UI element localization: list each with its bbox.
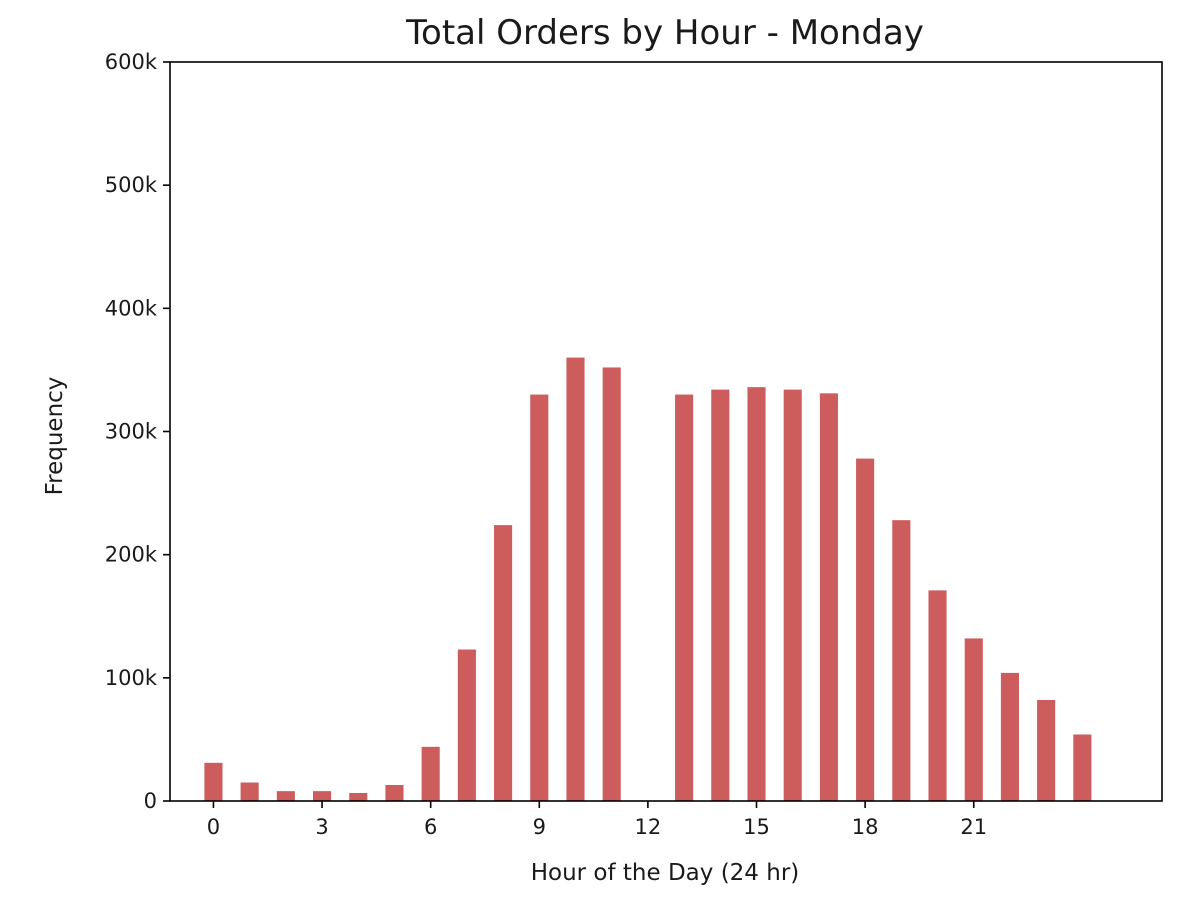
bar-4 [349, 792, 368, 801]
x-tick-label: 18 [852, 815, 879, 839]
y-axis: 0 100k 200k 300k 400k 500k 600k [105, 50, 170, 813]
bar-6 [421, 746, 440, 801]
bar-7 [457, 649, 476, 801]
bar-14 [711, 389, 730, 801]
y-axis-label: Frequency [42, 377, 68, 496]
x-tick-label: 0 [207, 815, 220, 839]
y-tick-label: 200k [105, 543, 158, 567]
bar-16 [783, 389, 802, 801]
bars [204, 357, 1092, 801]
y-tick-label: 500k [105, 173, 158, 197]
y-tick-label: 600k [105, 50, 158, 74]
bar-15 [747, 387, 766, 801]
bar-1 [240, 782, 259, 801]
x-tick-label: 21 [960, 815, 987, 839]
bar-20 [928, 590, 947, 801]
y-tick-label: 300k [105, 420, 158, 444]
x-tick-label: 3 [315, 815, 328, 839]
x-tick-label: 6 [424, 815, 437, 839]
bar-5 [385, 784, 404, 801]
bar-22 [1000, 672, 1019, 801]
bar-17 [819, 393, 838, 801]
y-tick-label: 400k [105, 296, 158, 320]
y-tick-label: 0 [144, 789, 157, 813]
bar-24 [1073, 734, 1092, 801]
bar-3 [313, 791, 332, 801]
bar-8 [494, 525, 513, 801]
bar-13 [675, 394, 694, 801]
x-axis-label: Hour of the Day (24 hr) [531, 860, 800, 886]
x-axis: 0 3 6 9 12 15 18 21 [207, 801, 987, 839]
y-tick-label: 100k [105, 666, 158, 690]
bar-2 [276, 791, 295, 801]
bar-18 [856, 458, 875, 801]
bar-19 [892, 520, 911, 801]
x-tick-label: 9 [533, 815, 546, 839]
bar-0 [204, 762, 223, 801]
bar-11 [602, 367, 621, 801]
x-tick-label: 12 [635, 815, 662, 839]
bar-23 [1037, 700, 1056, 801]
x-tick-label: 15 [743, 815, 770, 839]
bar-9 [530, 394, 549, 801]
bar-10 [566, 357, 585, 801]
chart-title: Total Orders by Hour - Monday [405, 13, 924, 53]
bar-21 [964, 638, 983, 801]
